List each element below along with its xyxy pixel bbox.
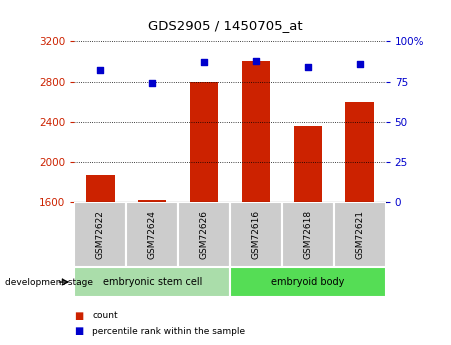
Text: GSM72616: GSM72616: [252, 210, 260, 259]
Bar: [138, 200, 166, 202]
Text: percentile rank within the sample: percentile rank within the sample: [92, 327, 246, 336]
Bar: [74, 202, 126, 267]
Point: [97, 68, 104, 73]
Bar: [282, 202, 334, 267]
Text: GSM72622: GSM72622: [96, 210, 105, 259]
Bar: [126, 202, 178, 267]
Text: GSM72626: GSM72626: [200, 210, 208, 259]
Bar: [242, 61, 270, 202]
Point: [356, 61, 364, 67]
Text: GSM72621: GSM72621: [355, 210, 364, 259]
Bar: [345, 101, 374, 202]
Text: GDS2905 / 1450705_at: GDS2905 / 1450705_at: [148, 19, 303, 32]
Point: [200, 59, 207, 65]
Text: embryoid body: embryoid body: [271, 277, 345, 287]
Text: GSM72624: GSM72624: [148, 210, 156, 259]
Text: ■: ■: [74, 311, 84, 321]
Bar: [74, 267, 230, 297]
Bar: [178, 202, 230, 267]
Text: GSM72618: GSM72618: [304, 210, 312, 259]
Text: count: count: [92, 311, 118, 320]
Point: [148, 80, 156, 86]
Bar: [86, 175, 115, 202]
Bar: [334, 202, 386, 267]
Text: ■: ■: [74, 326, 84, 336]
Bar: [230, 202, 282, 267]
Bar: [294, 126, 322, 202]
Text: embryonic stem cell: embryonic stem cell: [102, 277, 202, 287]
Text: development stage: development stage: [5, 277, 92, 287]
Bar: [230, 267, 386, 297]
Point: [252, 58, 259, 63]
Bar: [190, 81, 218, 202]
Point: [304, 64, 311, 70]
